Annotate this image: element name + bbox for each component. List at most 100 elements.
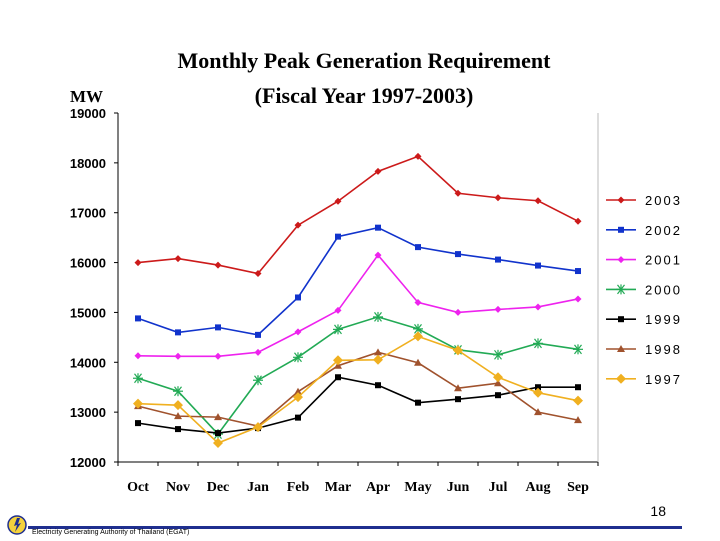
x-tick-label: Aug [526, 480, 551, 495]
x-tick-label: May [404, 480, 431, 495]
data-point [616, 284, 626, 295]
data-point [133, 373, 143, 384]
x-tick-label: Apr [366, 480, 390, 495]
data-point [334, 306, 342, 314]
series-line-2001 [137, 253, 579, 358]
x-tick-labels: Oct Nov Dec Jan Feb Mar Apr May Jun Jul Aug Sep [117, 462, 599, 495]
data-point [373, 354, 383, 365]
data-point [214, 261, 222, 269]
data-point [375, 224, 381, 231]
data-point [534, 197, 542, 205]
legend-entry-1999: 1999 [606, 312, 680, 327]
data-point [414, 358, 422, 366]
data-point [494, 379, 502, 387]
x-tick-label: Mar [325, 480, 351, 495]
x-tick-label: Dec [207, 480, 230, 495]
x-tick-label: Feb [287, 480, 310, 495]
series-line-1998 [137, 351, 579, 427]
legend-entry-2001: 2001 [606, 253, 682, 268]
data-point [494, 194, 502, 202]
series-line-2003 [137, 155, 579, 275]
data-point [493, 372, 503, 383]
y-tick-label: 19000 [70, 106, 106, 121]
data-point [173, 400, 183, 411]
legend-label: 2000 [645, 282, 682, 297]
data-point [293, 392, 303, 403]
legend-entry-1997: 1997 [606, 372, 680, 387]
y-tick-label: 17000 [70, 206, 106, 221]
series-1997 [133, 331, 583, 449]
data-point [574, 416, 582, 424]
series-2001 [134, 251, 582, 360]
legend-entry-1998: 1998 [606, 342, 682, 357]
data-point [134, 352, 142, 360]
data-point [534, 303, 542, 311]
y-tick-label: 15000 [70, 305, 106, 320]
y-tick-label: 16000 [70, 256, 106, 271]
data-point [617, 256, 625, 264]
data-point [175, 329, 181, 336]
legend: 2003 2002 2001 2000 1999 1998 1997 [606, 193, 682, 387]
data-point [534, 408, 542, 416]
data-point [414, 152, 422, 160]
data-point [215, 430, 221, 437]
data-point [374, 167, 382, 175]
data-point [294, 328, 302, 336]
data-point [335, 374, 341, 381]
data-point [174, 412, 182, 420]
y-tick-label: 14000 [70, 355, 106, 370]
series-line-1999 [137, 376, 578, 434]
data-point [453, 345, 463, 356]
data-point [174, 255, 182, 263]
series-lines [133, 152, 583, 449]
data-point [618, 316, 624, 323]
x-tick-label: Nov [166, 480, 190, 495]
x-tick-label: Jun [447, 480, 470, 495]
legend-entry-2003: 2003 [606, 193, 680, 208]
data-point [454, 308, 462, 316]
legend-label: 1998 [645, 342, 682, 357]
y-tick-label: 13000 [70, 405, 106, 420]
data-point [295, 294, 301, 301]
data-point [535, 262, 541, 269]
legend-entry-2002: 2002 [606, 223, 680, 238]
page-number: 18 [650, 503, 666, 519]
y-tick-label: 12000 [70, 455, 106, 470]
data-point [616, 373, 626, 384]
data-point [617, 345, 625, 352]
data-point [374, 251, 382, 259]
series-line-2000 [137, 316, 579, 436]
data-point [295, 414, 301, 421]
data-point [454, 384, 462, 392]
data-point [294, 387, 302, 395]
data-point [133, 398, 143, 409]
data-point [374, 348, 382, 356]
data-point [174, 352, 182, 360]
data-point [455, 251, 461, 258]
y-tick-labels: 12000 13000 14000 15000 16000 17000 18000 19000 [70, 106, 118, 470]
data-point [215, 324, 221, 331]
data-point [494, 305, 502, 313]
series-2002 [135, 224, 581, 338]
data-point [413, 331, 423, 342]
egat-logo-icon [6, 514, 28, 536]
series-2003 [134, 152, 582, 278]
data-point [134, 259, 142, 267]
data-point [455, 396, 461, 403]
data-point [573, 344, 583, 355]
series-1999 [135, 374, 581, 437]
data-point [135, 420, 141, 427]
legend-label: 2001 [645, 253, 682, 268]
data-point [253, 375, 263, 386]
data-point [575, 268, 581, 275]
x-tick-label: Jul [489, 480, 508, 495]
data-point [254, 270, 262, 278]
data-point [415, 244, 421, 251]
x-tick-label: Jan [247, 480, 269, 495]
chart-subtitle: (Fiscal Year 1997-2003) [255, 83, 474, 108]
data-point [533, 387, 543, 398]
data-point [254, 348, 262, 356]
legend-entry-2000: 2000 [606, 282, 682, 297]
data-point [373, 311, 383, 322]
data-point [333, 355, 343, 366]
